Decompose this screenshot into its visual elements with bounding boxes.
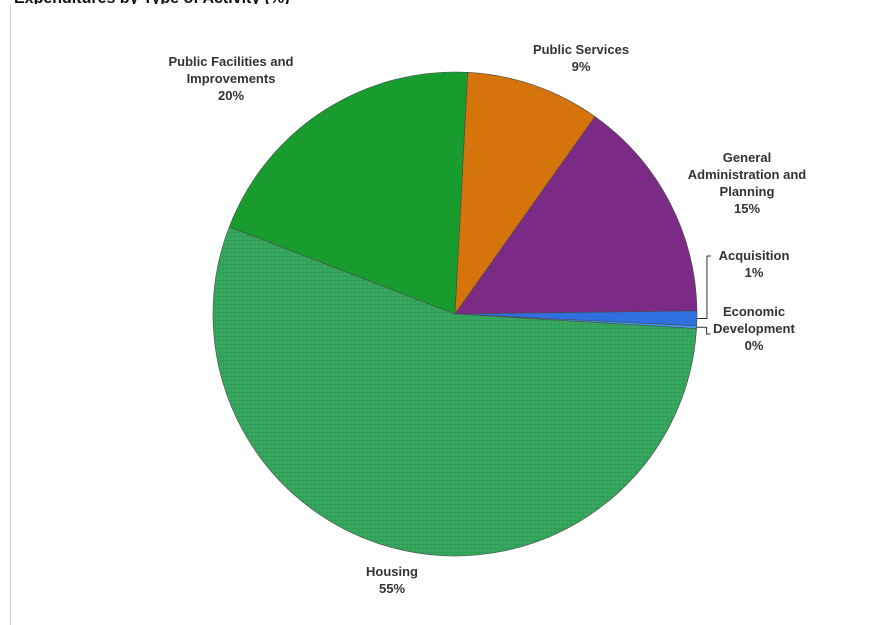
pie-slice [228,71,468,315]
chart-frame: Public Services 9% General Administration a… [10,4,888,625]
slice-label: General Administration and Planning 15% [688,150,807,216]
slice-label: Public Facilities and Improvements 20% [169,54,294,103]
leader-line [696,326,711,335]
pie-slice [454,116,698,315]
slice-label: Public Services 9% [533,42,629,74]
chart-title: Expenditures by Type of Activity (%) [14,0,290,8]
pie-slice [212,226,697,557]
slice-label: Economic Development 0% [713,304,795,353]
slice-label: Acquisition 1% [719,248,790,280]
pie-chart: Public Services 9% General Administration a… [169,42,807,596]
slice-label: Housing 55% [366,564,418,596]
pie-slice [454,72,596,316]
leader-line [696,255,711,319]
